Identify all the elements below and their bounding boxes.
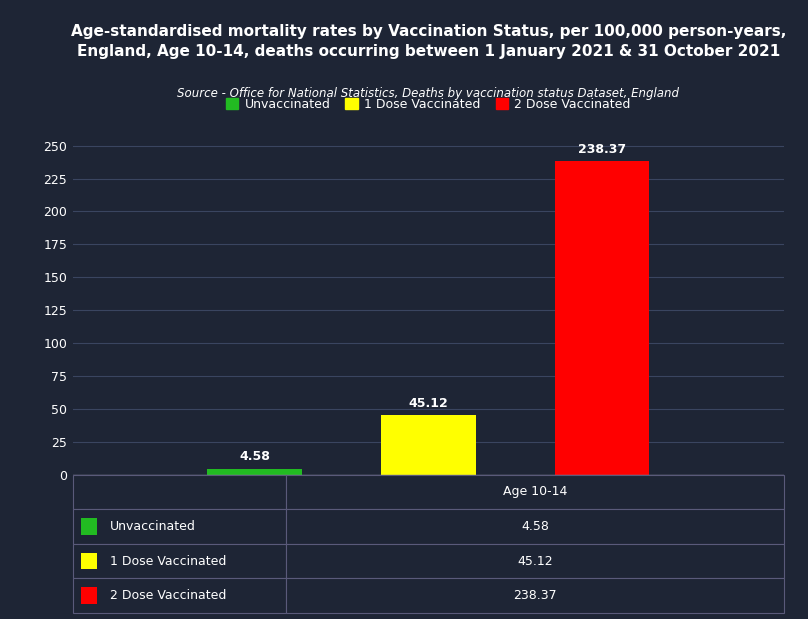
- Bar: [73, 543, 286, 578]
- Bar: [82, 587, 97, 604]
- Bar: [82, 553, 97, 569]
- Bar: [73, 578, 286, 613]
- Text: 2 Dose Vaccinated: 2 Dose Vaccinated: [110, 589, 226, 602]
- Text: 45.12: 45.12: [517, 555, 553, 568]
- Text: Unvaccinated: Unvaccinated: [110, 520, 196, 533]
- Bar: [82, 518, 97, 535]
- Text: 1 Dose Vaccinated: 1 Dose Vaccinated: [110, 555, 226, 568]
- Legend: Unvaccinated, 1 Dose Vaccinated, 2 Dose Vaccinated: Unvaccinated, 1 Dose Vaccinated, 2 Dose …: [222, 94, 634, 115]
- Text: 4.58: 4.58: [239, 451, 270, 464]
- Text: 4.58: 4.58: [521, 520, 549, 533]
- Bar: [207, 469, 302, 475]
- Bar: [286, 543, 784, 578]
- Text: 238.37: 238.37: [513, 589, 557, 602]
- Text: Source - Office for National Statistics, Deaths by vaccination status Dataset, E: Source - Office for National Statistics,…: [177, 87, 680, 100]
- Bar: [286, 475, 784, 509]
- Text: Age-standardised mortality rates by Vaccination Status, per 100,000 person-years: Age-standardised mortality rates by Vacc…: [70, 24, 786, 59]
- Text: 45.12: 45.12: [408, 397, 448, 410]
- Bar: [554, 161, 650, 475]
- Bar: [286, 509, 784, 543]
- Bar: [381, 415, 476, 475]
- Text: 238.37: 238.37: [578, 142, 626, 155]
- Bar: [73, 475, 286, 509]
- Bar: [73, 509, 286, 543]
- Bar: [286, 578, 784, 613]
- Text: Age 10-14: Age 10-14: [503, 485, 567, 498]
